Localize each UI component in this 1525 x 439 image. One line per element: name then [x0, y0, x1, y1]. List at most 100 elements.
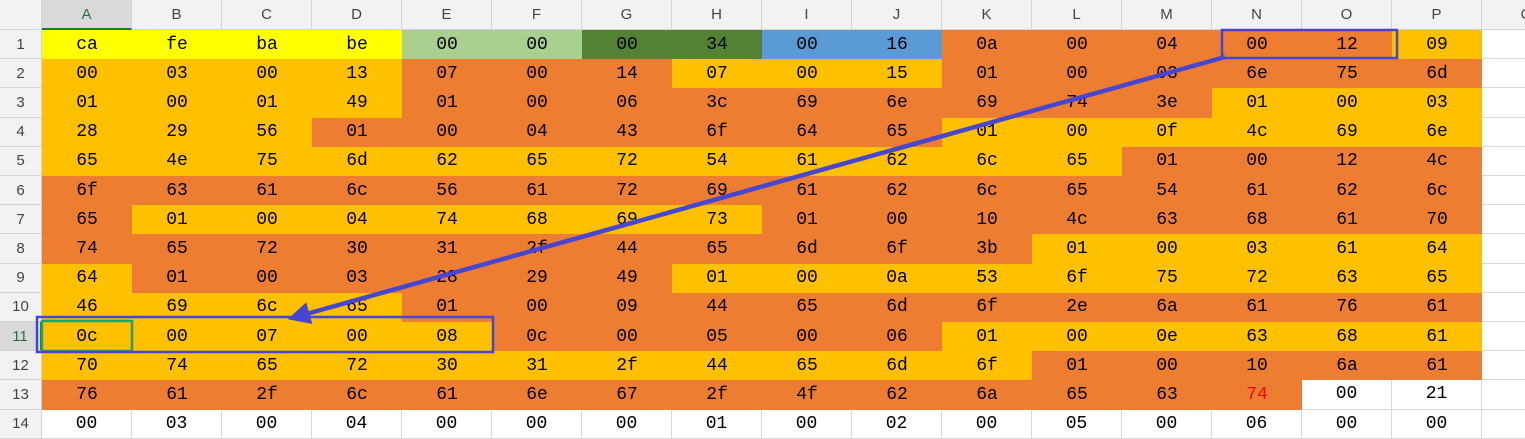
cell[interactable]: 43	[582, 117, 672, 147]
cell[interactable]: 65	[852, 117, 942, 147]
cell[interactable]: 00	[132, 322, 222, 352]
cell[interactable]: 0e	[1122, 322, 1212, 352]
cell[interactable]: 21	[1392, 380, 1482, 410]
cell[interactable]: 00	[762, 30, 852, 60]
cell[interactable]: 6d	[312, 146, 402, 176]
cell[interactable]: 06	[1212, 409, 1302, 439]
column-header[interactable]: F	[492, 0, 582, 30]
cell[interactable]: 54	[672, 146, 762, 176]
cell[interactable]: 6a	[942, 380, 1032, 410]
cell[interactable]: 76	[42, 380, 132, 410]
cell[interactable]: 2f	[222, 380, 312, 410]
cell[interactable]: 00	[1302, 88, 1392, 118]
cell[interactable]: 61	[492, 176, 582, 206]
cell[interactable]: 65	[132, 234, 222, 264]
cell[interactable]: 53	[942, 263, 1032, 293]
cell[interactable]: 68	[1302, 322, 1392, 352]
column-header[interactable]: C	[222, 0, 312, 30]
cell[interactable]: 62	[1302, 176, 1392, 206]
cell[interactable]	[1482, 88, 1525, 118]
cell[interactable]: 01	[42, 88, 132, 118]
cell[interactable]: 63	[1122, 380, 1212, 410]
cell[interactable]: 61	[1392, 351, 1482, 381]
column-header[interactable]: I	[762, 0, 852, 30]
cell[interactable]: 75	[222, 146, 312, 176]
cell[interactable]: 6c	[222, 292, 312, 322]
cell[interactable]: 00	[492, 30, 582, 60]
cell[interactable]: 00	[1032, 30, 1122, 60]
cell[interactable]: 00	[492, 88, 582, 118]
cell[interactable]	[1482, 322, 1525, 352]
cell[interactable]: 63	[132, 176, 222, 206]
cell[interactable]: 70	[1392, 205, 1482, 235]
column-header[interactable]: D	[312, 0, 402, 30]
column-header[interactable]: H	[672, 0, 762, 30]
cell[interactable]: 15	[852, 59, 942, 89]
cell[interactable]	[1482, 59, 1525, 89]
cell[interactable]: 09	[1392, 30, 1482, 60]
cell[interactable]: 4e	[132, 146, 222, 176]
row-header[interactable]: 10	[0, 292, 42, 322]
cell[interactable]: 6f	[942, 292, 1032, 322]
cell[interactable]: 00	[762, 322, 852, 352]
cell[interactable]: 34	[672, 30, 762, 60]
cell[interactable]: 01	[132, 263, 222, 293]
row-header[interactable]: 14	[0, 409, 42, 439]
row-header[interactable]: 12	[0, 351, 42, 381]
cell[interactable]: 62	[402, 146, 492, 176]
cell[interactable]: 65	[1032, 176, 1122, 206]
cell[interactable]: 73	[672, 205, 762, 235]
cell[interactable]	[1482, 293, 1525, 322]
cell[interactable]: 65	[222, 351, 312, 381]
cell[interactable]: 62	[852, 146, 942, 176]
cell[interactable]: 31	[402, 234, 492, 264]
row-header[interactable]: 2	[0, 59, 42, 89]
cell[interactable]: 6e	[1392, 117, 1482, 147]
cell[interactable]: 6f	[1032, 263, 1122, 293]
cell[interactable]: 61	[1302, 234, 1392, 264]
column-header[interactable]: K	[942, 0, 1032, 30]
cell[interactable]: 01	[402, 88, 492, 118]
cell[interactable]: 56	[402, 176, 492, 206]
cell[interactable]: 00	[42, 409, 132, 439]
cell[interactable]: 00	[1302, 409, 1392, 439]
cell[interactable]: 0c	[492, 322, 582, 352]
cell[interactable]: 65	[42, 205, 132, 235]
column-header[interactable]: J	[852, 0, 942, 30]
cell[interactable]: 00	[1032, 322, 1122, 352]
cell[interactable]: 74	[42, 234, 132, 264]
cell[interactable]: 69	[132, 292, 222, 322]
cell[interactable]	[1482, 351, 1525, 381]
cell[interactable]: 61	[762, 176, 852, 206]
cell[interactable]: 44	[672, 292, 762, 322]
cell[interactable]: 6c	[942, 176, 1032, 206]
cell[interactable]: 01	[672, 263, 762, 293]
cell[interactable]: 3e	[1122, 88, 1212, 118]
cell[interactable]: 6c	[312, 176, 402, 206]
cell[interactable]: 65	[1032, 380, 1122, 410]
cell[interactable]: 00	[402, 409, 492, 439]
column-header[interactable]: M	[1122, 0, 1212, 30]
cell[interactable]: 44	[672, 351, 762, 381]
cell[interactable]: 63	[1302, 263, 1392, 293]
cell[interactable]: 29	[492, 263, 582, 293]
cell[interactable]: 4f	[762, 380, 852, 410]
cell[interactable]	[1482, 264, 1525, 293]
cell[interactable]: 76	[1302, 292, 1392, 322]
cell[interactable]: 72	[1212, 263, 1302, 293]
cell[interactable]: 00	[312, 322, 402, 352]
cell[interactable]: 01	[942, 322, 1032, 352]
cell[interactable]: 12	[1302, 146, 1392, 176]
cell[interactable]: 4c	[1212, 117, 1302, 147]
cell[interactable]: 61	[222, 176, 312, 206]
cell[interactable]: 74	[402, 205, 492, 235]
cell[interactable]: 6e	[492, 380, 582, 410]
cell[interactable]: 06	[582, 88, 672, 118]
cell[interactable]: 2f	[582, 351, 672, 381]
cell[interactable]: 00	[1032, 117, 1122, 147]
row-header[interactable]: 5	[0, 146, 42, 176]
cell[interactable]: 61	[1392, 292, 1482, 322]
cell[interactable]: 61	[402, 380, 492, 410]
cell[interactable]: 30	[402, 351, 492, 381]
cell[interactable]: 01	[132, 205, 222, 235]
